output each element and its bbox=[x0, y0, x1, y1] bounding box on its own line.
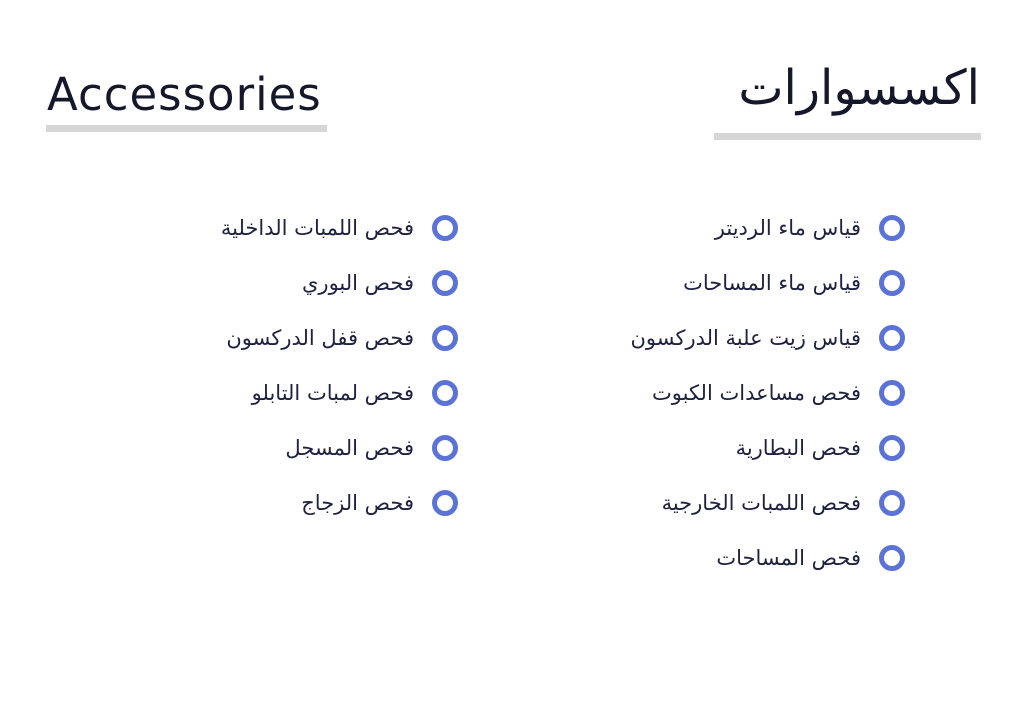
ring-bullet-icon bbox=[879, 434, 905, 461]
ring-bullet-icon bbox=[879, 214, 905, 241]
ring-bullet-icon bbox=[879, 379, 905, 406]
checklist-left: فحص اللمبات الداخلية فحص البوري فحص قفل ال… bbox=[221, 200, 458, 530]
title-underline-arabic bbox=[714, 133, 981, 140]
ring-bullet-icon bbox=[879, 324, 905, 351]
list-item: فحص مساعدات الكبوت bbox=[630, 365, 905, 420]
list-item: فحص قفل الدركسون bbox=[221, 310, 458, 365]
list-item-label: قياس زيت علبة الدركسون bbox=[630, 325, 861, 350]
ring-bullet-icon bbox=[879, 544, 905, 571]
ring-bullet-icon bbox=[432, 379, 458, 406]
list-item-label: فحص لمبات التابلو bbox=[251, 380, 414, 405]
list-item-label: فحص اللمبات الخارجية bbox=[661, 490, 861, 515]
ring-bullet-icon bbox=[432, 214, 458, 241]
list-item-label: فحص اللمبات الداخلية bbox=[220, 215, 414, 240]
list-item-label: فحص المساحات bbox=[716, 545, 861, 570]
title-english: Accessories bbox=[47, 68, 322, 121]
list-item: فحص المساحات bbox=[630, 530, 905, 585]
list-item-label: فحص البوري bbox=[302, 270, 414, 295]
title-underline-english bbox=[46, 125, 327, 132]
list-item: فحص البوري bbox=[221, 255, 458, 310]
list-item-label: فحص الزجاج bbox=[301, 490, 414, 515]
list-item: فحص البطارية bbox=[630, 420, 905, 475]
list-item: فحص المسجل bbox=[221, 420, 458, 475]
list-item-label: فحص المسجل bbox=[285, 435, 414, 460]
list-item: فحص لمبات التابلو bbox=[221, 365, 458, 420]
ring-bullet-icon bbox=[432, 269, 458, 296]
list-item: فحص اللمبات الخارجية bbox=[630, 475, 905, 530]
ring-bullet-icon bbox=[879, 269, 905, 296]
title-arabic: اكسسوارات bbox=[738, 60, 980, 116]
list-item: قياس زيت علبة الدركسون bbox=[630, 310, 905, 365]
list-item: فحص اللمبات الداخلية bbox=[221, 200, 458, 255]
list-item: فحص الزجاج bbox=[221, 475, 458, 530]
checklist-right: قياس ماء الرديتر قياس ماء المساحات قياس زي… bbox=[630, 200, 905, 585]
list-item-label: قياس ماء المساحات bbox=[683, 270, 861, 295]
ring-bullet-icon bbox=[432, 489, 458, 516]
list-item-label: فحص البطارية bbox=[735, 435, 861, 460]
ring-bullet-icon bbox=[432, 434, 458, 461]
ring-bullet-icon bbox=[879, 489, 905, 516]
list-item-label: فحص مساعدات الكبوت bbox=[652, 380, 861, 405]
list-item: قياس ماء الرديتر bbox=[630, 200, 905, 255]
list-item-label: فحص قفل الدركسون bbox=[226, 325, 414, 350]
list-item: قياس ماء المساحات bbox=[630, 255, 905, 310]
list-item-label: قياس ماء الرديتر bbox=[714, 215, 861, 240]
ring-bullet-icon bbox=[432, 324, 458, 351]
